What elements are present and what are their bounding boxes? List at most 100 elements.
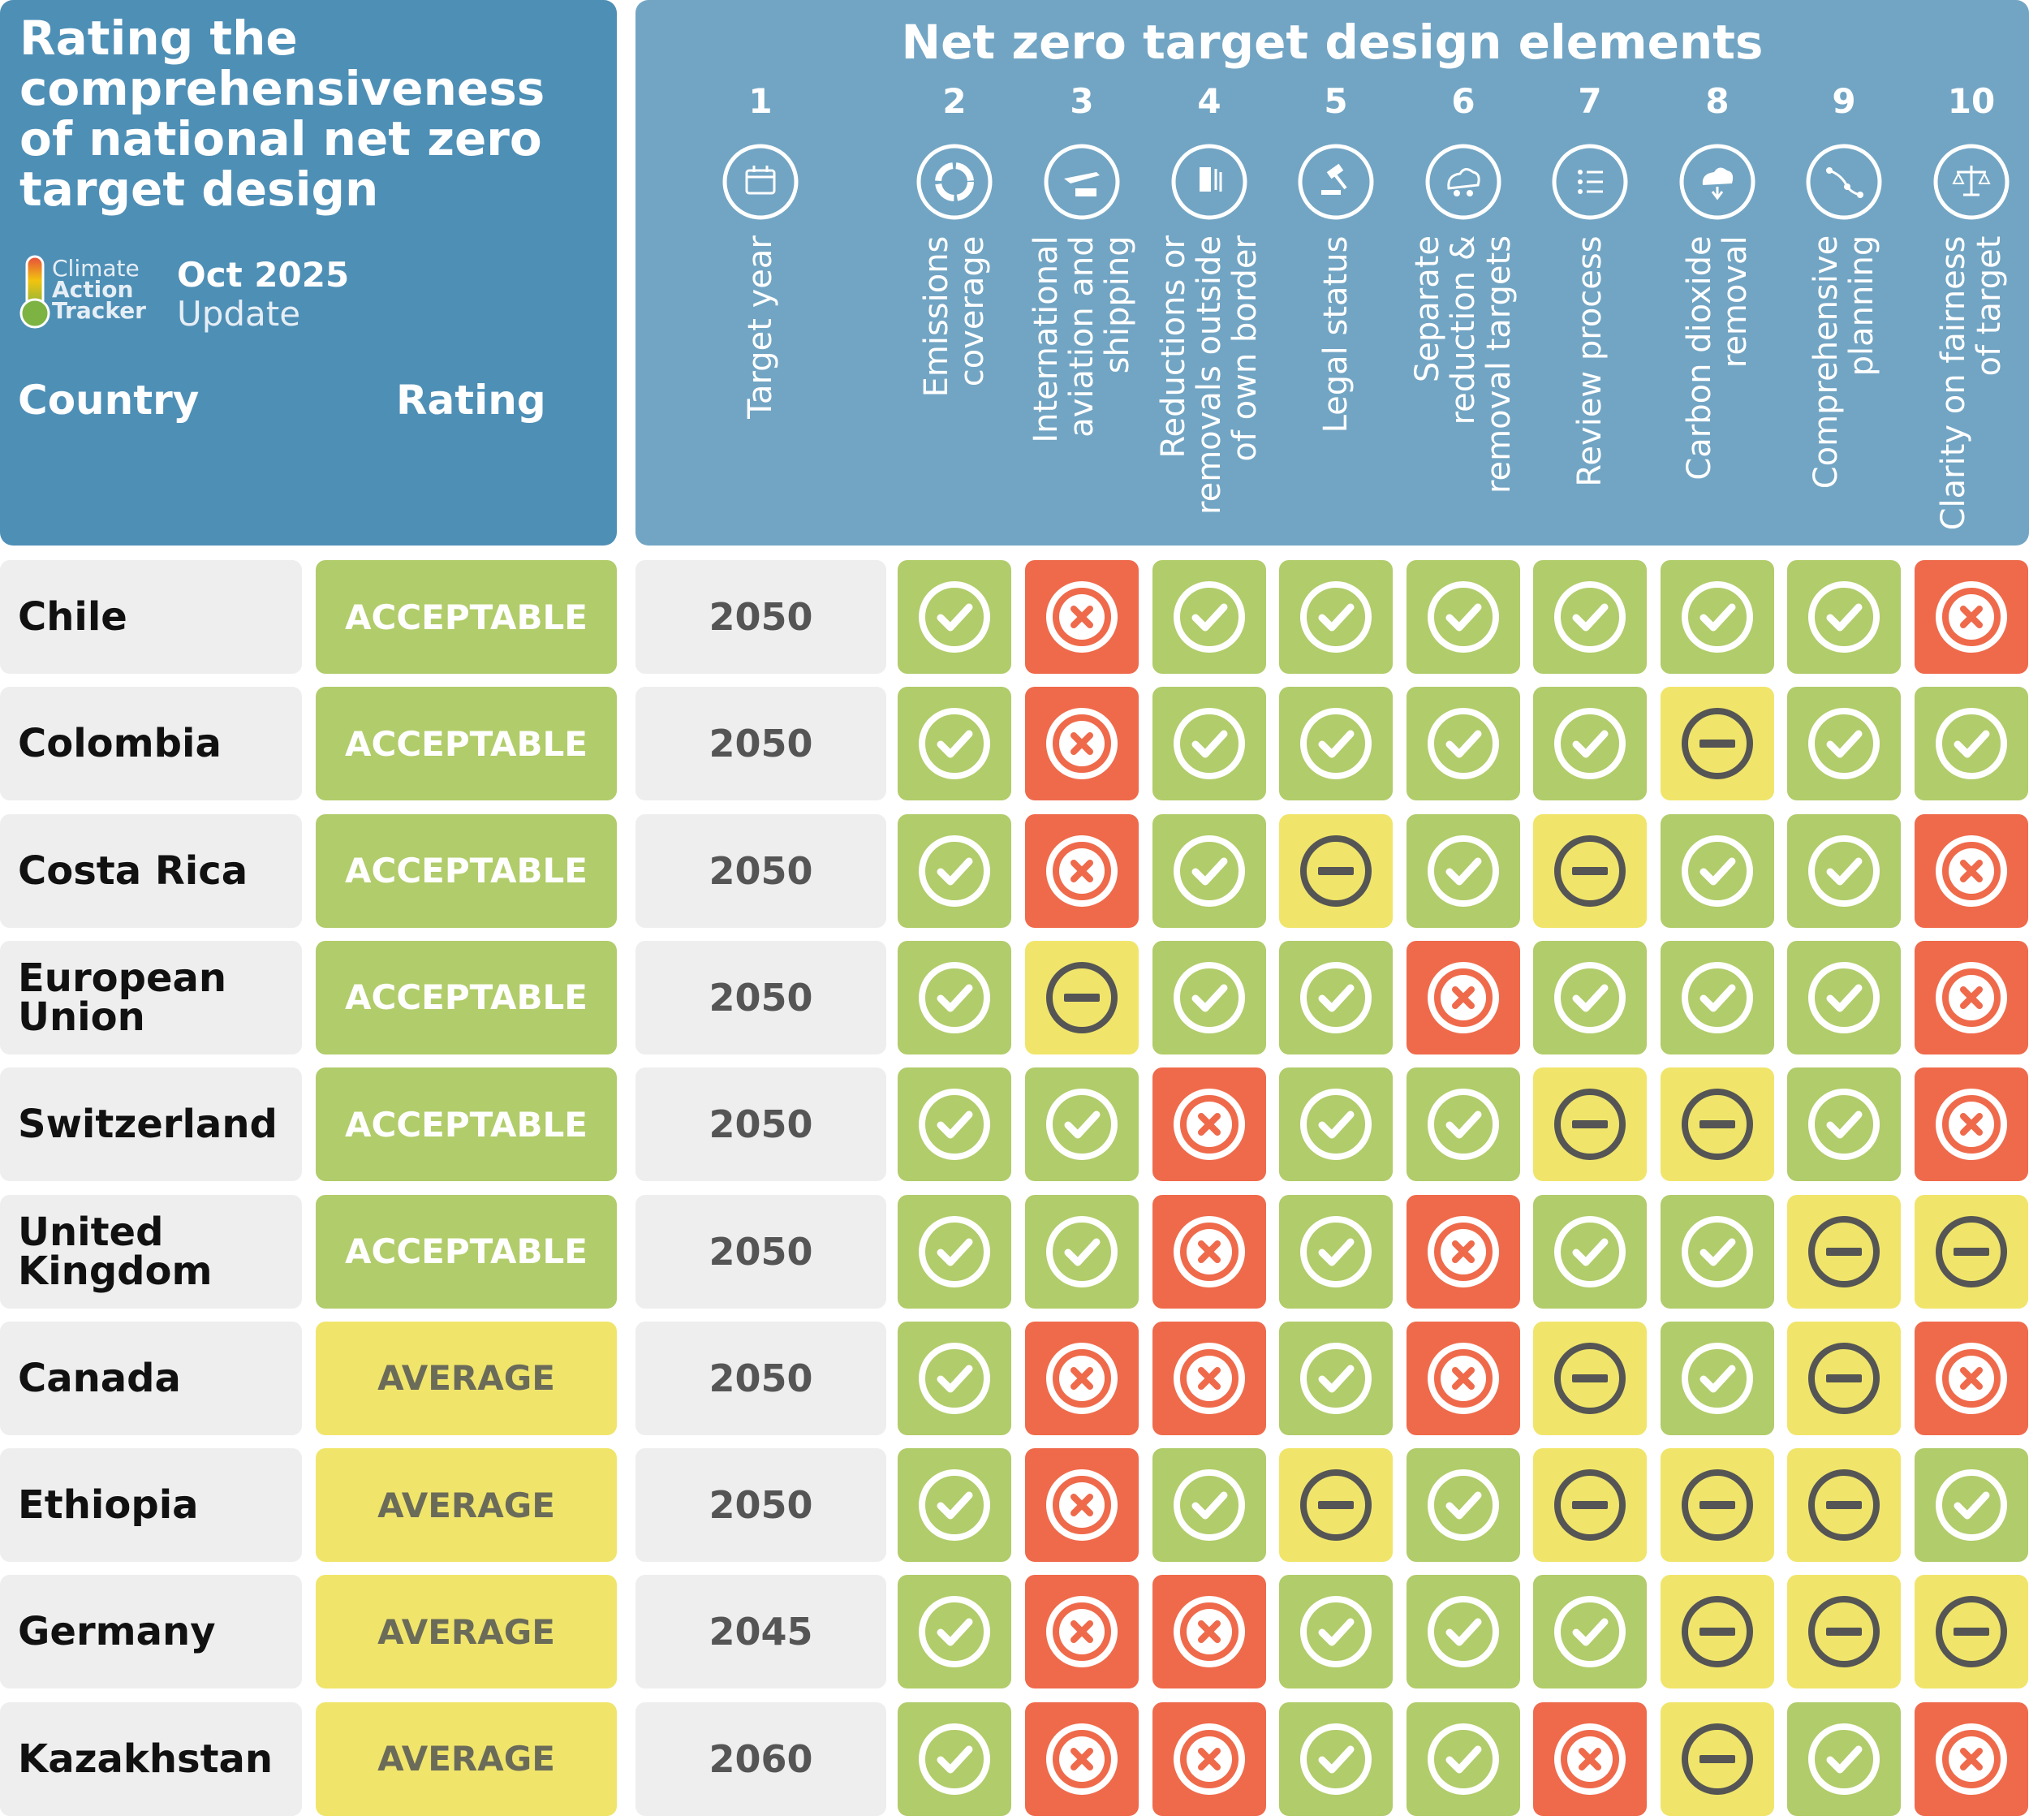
check-icon xyxy=(1174,581,1245,653)
check-icon xyxy=(1428,708,1499,780)
mark-cell xyxy=(1407,940,1520,1054)
mark-cell xyxy=(1279,687,1393,801)
rating-badge: ACCEPTABLE xyxy=(316,687,617,801)
mark-cell xyxy=(1025,560,1139,674)
dash-icon xyxy=(1682,1089,1753,1161)
cross-icon xyxy=(1174,1089,1245,1161)
country-cell: Costa Rica xyxy=(0,813,302,928)
element-label-6: Separate reduction & removal targets xyxy=(1409,235,1518,494)
mark-cell xyxy=(1533,1448,1647,1563)
mark-cell xyxy=(1661,1701,1774,1816)
cross-icon xyxy=(1046,1469,1118,1542)
mark-cell xyxy=(1025,813,1139,928)
mark-cell xyxy=(1787,1321,1901,1435)
mark-cell xyxy=(1152,1194,1266,1309)
cross-icon xyxy=(1174,1215,1245,1287)
mark-cell xyxy=(1533,1701,1647,1816)
check-icon xyxy=(1428,1596,1499,1668)
check-icon xyxy=(1808,1723,1880,1795)
country-name: Costa Rica xyxy=(18,847,248,894)
check-icon xyxy=(1046,1089,1118,1161)
left-header-panel xyxy=(0,0,617,546)
mark-cell xyxy=(1533,560,1647,674)
mark-cell xyxy=(1661,1194,1774,1309)
dash-icon xyxy=(1682,1723,1753,1795)
mark-cell xyxy=(1025,1194,1139,1309)
check-icon xyxy=(919,835,990,907)
check-icon xyxy=(1554,708,1626,780)
mark-cell xyxy=(1533,1194,1647,1309)
check-icon xyxy=(1682,961,1753,1033)
dash-icon xyxy=(1808,1215,1880,1287)
mark-cell xyxy=(1661,1321,1774,1435)
update-date: Oct 2025 xyxy=(177,255,350,295)
ghg-cdr-cloud-icon xyxy=(1424,143,1502,221)
target-year-cell: 2045 xyxy=(635,1575,886,1689)
check-icon xyxy=(1428,1723,1499,1795)
mark-cell xyxy=(1787,1701,1901,1816)
building-arrows-icon xyxy=(1170,143,1248,221)
mark-cell xyxy=(1025,1701,1139,1816)
mark-cell xyxy=(1025,1067,1139,1182)
mark-cell xyxy=(1661,813,1774,928)
element-number-9: 9 xyxy=(1832,81,1856,121)
mark-cell xyxy=(1787,940,1901,1054)
mark-cell xyxy=(1533,813,1647,928)
mark-cell xyxy=(898,560,1011,674)
cross-icon xyxy=(1174,1723,1245,1795)
country-cell: Canada xyxy=(0,1321,302,1435)
mark-cell xyxy=(898,1321,1011,1435)
dash-icon xyxy=(1554,835,1626,907)
check-icon xyxy=(919,1089,990,1161)
brand-line: Action xyxy=(52,276,134,303)
check-icon xyxy=(1554,961,1626,1033)
review-list-icon xyxy=(1551,143,1629,221)
thermometer-logo-icon xyxy=(19,255,50,329)
mark-cell xyxy=(1025,687,1139,801)
mark-cell xyxy=(1279,1448,1393,1563)
cross-icon xyxy=(1046,835,1118,907)
country-name: Switzerland xyxy=(18,1102,278,1148)
gavel-icon xyxy=(1297,143,1375,221)
target-year-cell: 2060 xyxy=(635,1701,886,1816)
mark-cell xyxy=(1279,1701,1393,1816)
rating-column-header: Rating xyxy=(396,377,546,424)
target-year-cell: 2050 xyxy=(635,1194,886,1309)
planning-path-icon xyxy=(1805,143,1883,221)
check-icon xyxy=(1300,1723,1372,1795)
mark-cell xyxy=(1661,1067,1774,1182)
mark-cell xyxy=(1787,1575,1901,1689)
mark-cell xyxy=(1152,813,1266,928)
mark-cell xyxy=(1787,1067,1901,1182)
check-icon xyxy=(919,961,990,1033)
element-number-8: 8 xyxy=(1705,81,1730,121)
mark-cell xyxy=(898,813,1011,928)
country-name: Colombia xyxy=(18,721,222,767)
check-icon xyxy=(919,1342,990,1414)
mark-cell xyxy=(1279,560,1393,674)
element-number-5: 5 xyxy=(1324,81,1348,121)
calendar-icon xyxy=(722,143,799,221)
cross-icon xyxy=(1428,961,1499,1033)
mark-cell xyxy=(1915,1575,2028,1689)
check-icon xyxy=(1300,1215,1372,1287)
target-year-cell: 2050 xyxy=(635,560,886,674)
check-icon xyxy=(919,1723,990,1795)
check-icon xyxy=(1174,835,1245,907)
cross-icon xyxy=(1936,1723,2007,1795)
mark-cell xyxy=(1533,687,1647,801)
check-icon xyxy=(1554,1215,1626,1287)
mark-cell xyxy=(1915,813,2028,928)
check-icon xyxy=(1428,835,1499,907)
elements-title: Net zero target design elements xyxy=(901,15,1764,70)
plane-ship-icon xyxy=(1043,143,1121,221)
country-name: Ethiopia xyxy=(18,1482,199,1529)
mark-cell xyxy=(1787,813,1901,928)
mark-cell xyxy=(1279,1575,1393,1689)
mark-cell xyxy=(898,1194,1011,1309)
check-icon xyxy=(1808,961,1880,1033)
dash-icon xyxy=(1682,708,1753,780)
mark-cell xyxy=(1025,1448,1139,1563)
mark-cell xyxy=(1025,1321,1139,1435)
country-name: Germany xyxy=(18,1609,216,1655)
